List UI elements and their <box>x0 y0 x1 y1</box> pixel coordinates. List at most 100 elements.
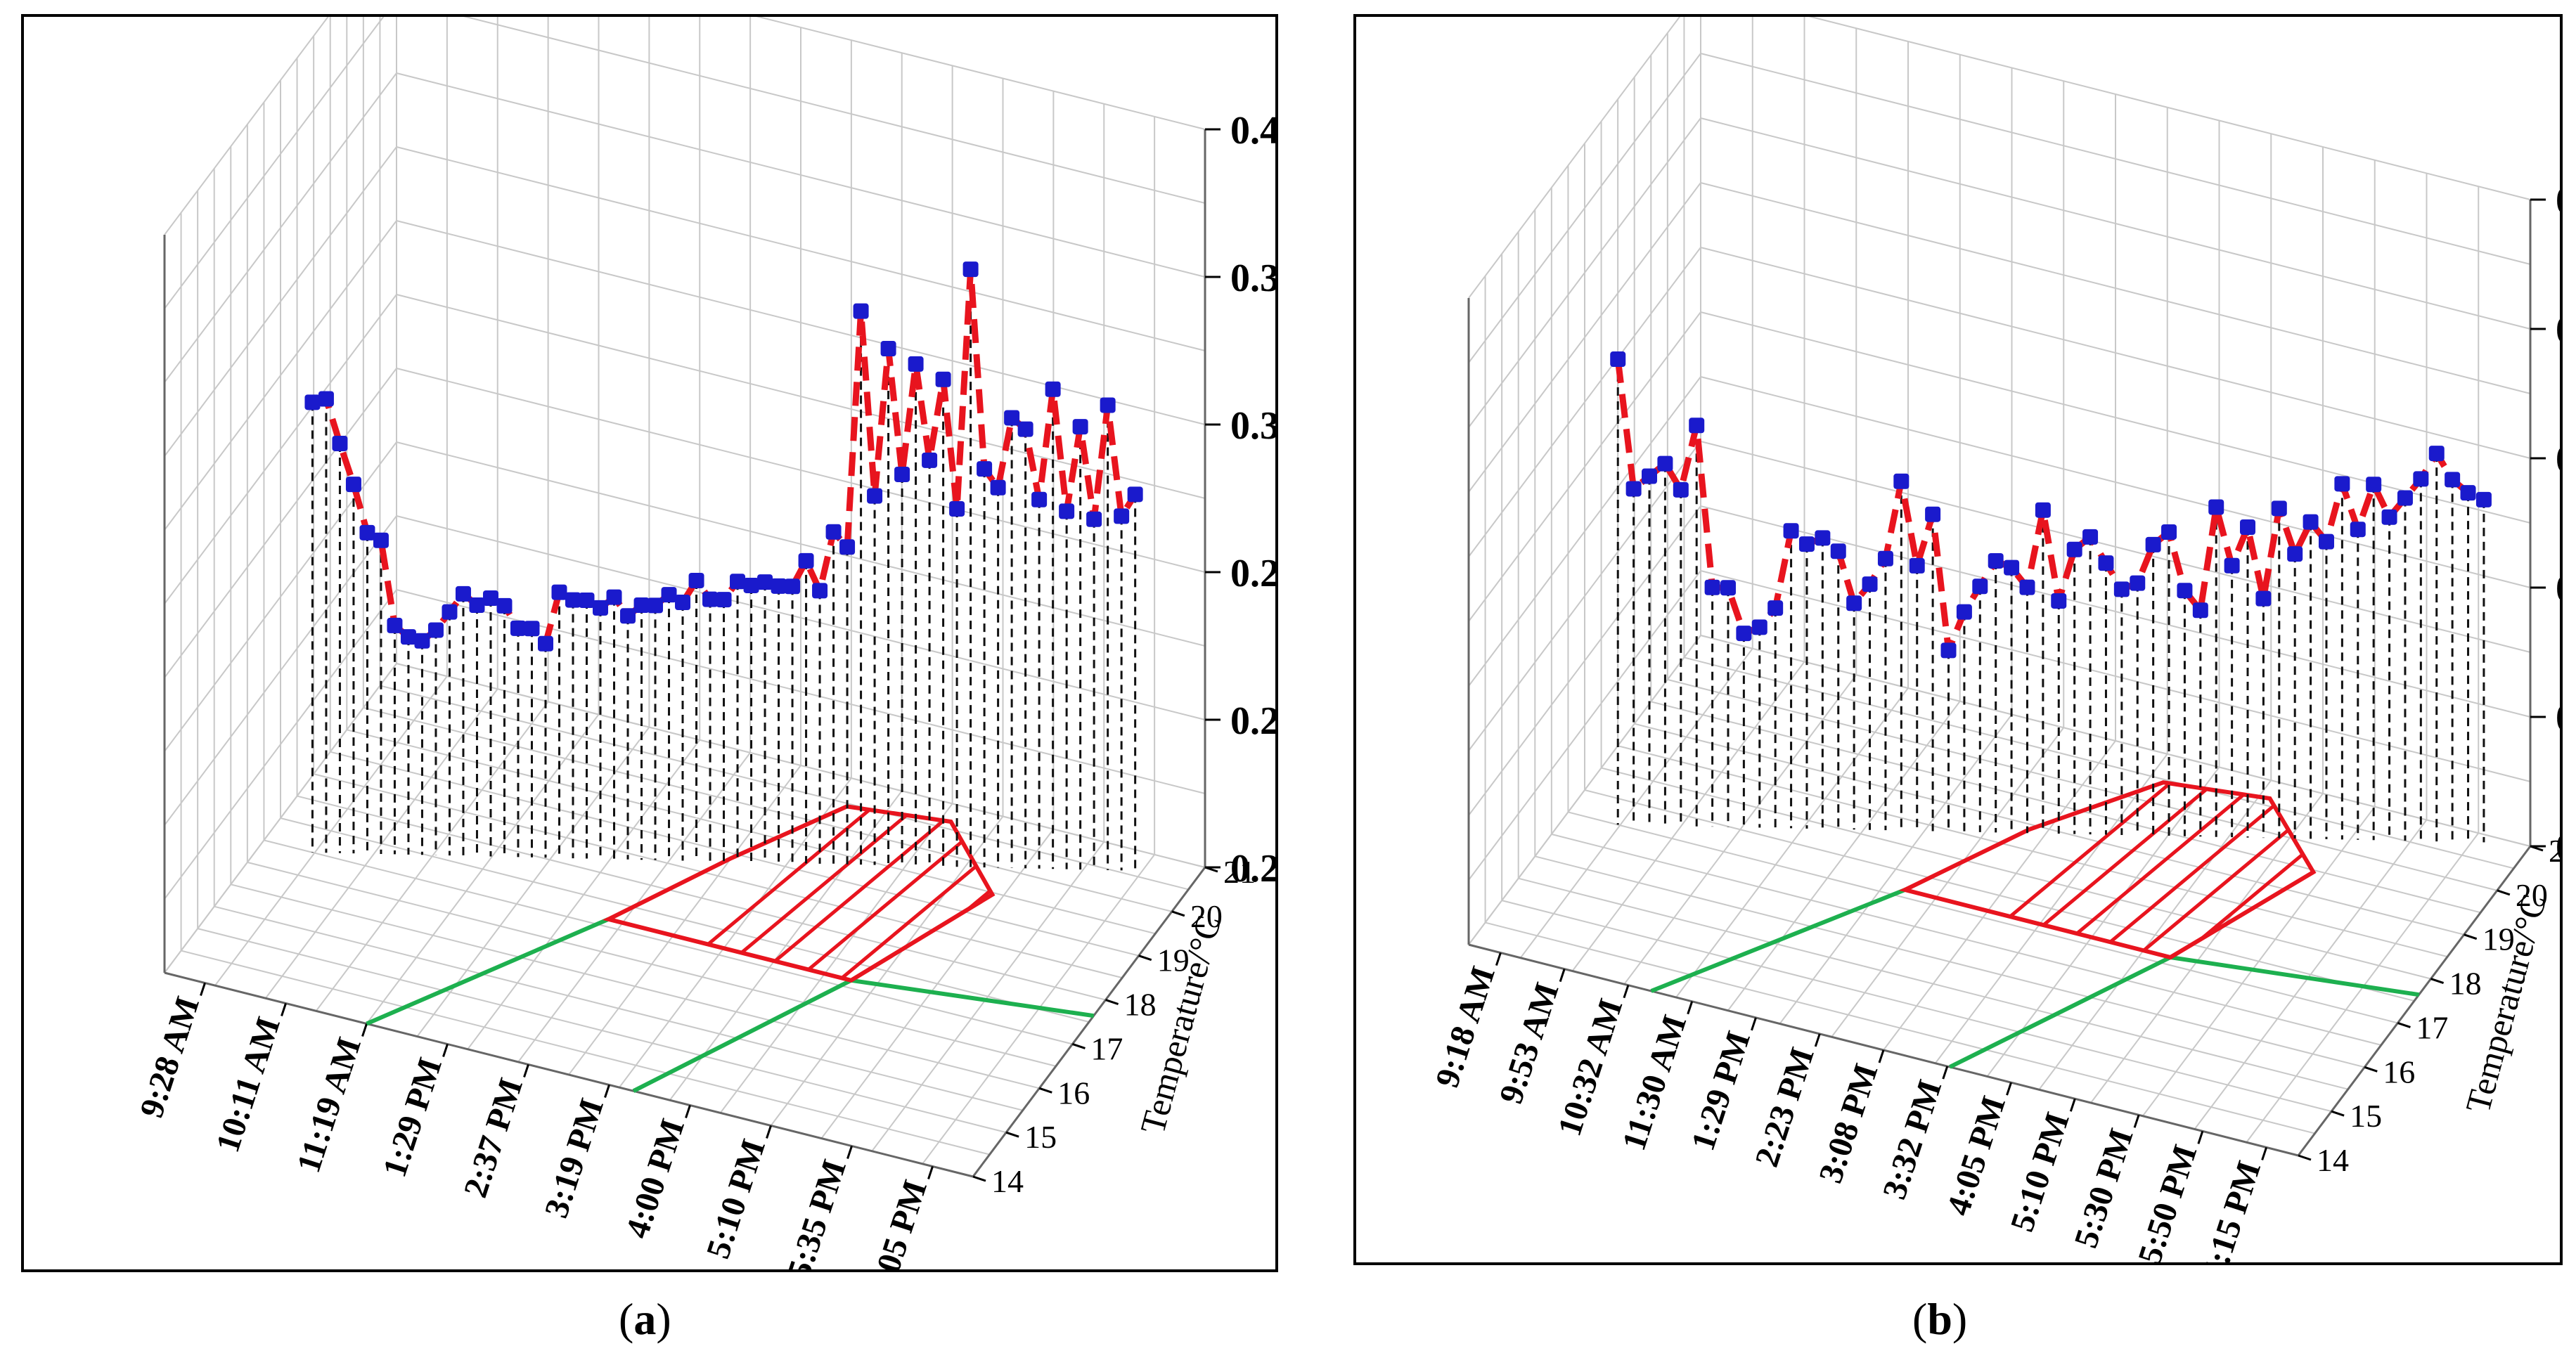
chart-a-data-point <box>880 341 896 357</box>
chart-a-data-point <box>400 629 416 645</box>
chart-a-data-point <box>414 633 430 649</box>
chart-b-z-tick-label: 0.36 <box>2556 438 2560 481</box>
chart-b-data-point <box>1736 626 1752 642</box>
chart-a-temp-tick-label: 21 <box>1223 854 1256 890</box>
chart-a-data-point <box>1072 419 1088 435</box>
chart-b-data-point <box>2350 522 2366 538</box>
chart-a-data-point <box>524 621 540 637</box>
chart-b-data-point <box>1815 530 1831 546</box>
chart-b-data-point <box>2113 581 2130 597</box>
chart-a-markers <box>304 261 1143 652</box>
chart-a-svg: 0.200.240.280.320.360.40Static friction … <box>133 17 1275 1269</box>
chart-a-temp-tick-label: 18 <box>1124 987 1157 1023</box>
chart-b-markers <box>1610 351 2492 659</box>
chart-a-data-point <box>551 584 567 600</box>
chart-b-temp-tick-label: 19 <box>2482 921 2515 957</box>
chart-b-highlight-region <box>1898 780 2317 960</box>
chart-a-data-point <box>798 552 814 569</box>
chart-b-data-point <box>2161 524 2177 540</box>
chart-b-data-point <box>1956 604 1972 620</box>
chart-b-data-point <box>1846 595 1862 611</box>
chart-a-data-point <box>1004 410 1020 426</box>
chart-b-data-point <box>2428 446 2445 462</box>
chart-a-data-point <box>1017 421 1033 437</box>
chart-a-data-point <box>606 589 622 605</box>
chart-a-z-tick-label: 0.32 <box>1230 404 1275 448</box>
chart-b-guide-line <box>1650 888 1906 993</box>
chart-b-data-point <box>2303 514 2319 530</box>
chart-b-z-tick-label: 0.40 <box>2556 179 2560 223</box>
chart-b-time-tick-label: 9:53 AM <box>1492 978 1566 1108</box>
chart-b-time-tick-label: 11:30 AM <box>1615 1011 1694 1155</box>
chart-b-data-point <box>1862 576 1878 593</box>
chart-a-data-point <box>579 593 595 608</box>
chart-b-temp-tick-label: 21 <box>2549 833 2560 869</box>
chart-a-data-point <box>1100 397 1116 413</box>
chart-a-droplines <box>311 269 1137 871</box>
chart-b-data-point <box>2098 555 2114 571</box>
chart-b-z-tick-label: 0.38 <box>2556 309 2560 352</box>
chart-a-temp-tick-label: 14 <box>991 1163 1024 1199</box>
chart-a-data-point <box>1127 486 1143 503</box>
chart-a-time-tick-label: 3:19 PM <box>538 1094 611 1222</box>
chart-a-data-point <box>304 394 321 410</box>
chart-b-guide-lines <box>1650 888 2420 1069</box>
chart-a-data-point <box>318 391 334 407</box>
chart-b-data-point <box>1798 536 1815 552</box>
chart-a-data-point <box>359 524 375 541</box>
chart-a-highlight-region <box>602 804 996 983</box>
chart-b-data-point <box>2334 476 2350 492</box>
chart-b-time-tick-label: 3:08 PM <box>1812 1059 1885 1187</box>
chart-a-data-point <box>839 539 856 555</box>
chart-a-data-point <box>469 597 485 614</box>
caption-a-letter: a <box>633 1294 657 1344</box>
chart-b-data-point <box>2255 590 2272 607</box>
chart-a-temp-tick-label: 16 <box>1057 1075 1090 1111</box>
chart-b-data-point <box>2004 559 2020 576</box>
chart-b-temp-tick-label: 18 <box>2449 966 2482 1002</box>
chart-a-data-point <box>1114 508 1130 524</box>
chart-b-data-point <box>2177 583 2193 599</box>
chart-b-data-point <box>2287 546 2303 562</box>
chart-a-z-tick-label: 0.24 <box>1230 699 1275 743</box>
chart-a-data-point <box>785 578 801 595</box>
chart-b-time-tick-label: 5:30 PM <box>2067 1124 2140 1252</box>
chart-a-time-tick-label: 4:00 PM <box>619 1115 692 1243</box>
chart-b-guide-line <box>1949 955 2172 1069</box>
chart-b-data-point <box>1988 552 2004 569</box>
chart-b-temp-tick-label: 14 <box>2317 1142 2349 1178</box>
chart-a-data-point <box>812 583 828 599</box>
chart-b-data-point <box>2130 575 2146 591</box>
chart-b-data-point <box>1657 455 1673 472</box>
chart-b-data-point <box>2445 472 2461 488</box>
chart-a-data-point <box>633 597 650 613</box>
chart-a-data-point <box>894 466 910 482</box>
chart-b-data-point <box>1940 642 1957 659</box>
chart-b-data-point <box>2366 477 2382 493</box>
chart-a-data-point <box>442 604 458 620</box>
chart-b-data-point <box>1925 506 1941 522</box>
chart-a-data-point <box>373 532 389 548</box>
chart-b-data-point <box>1909 557 1925 574</box>
chart-a-data-point <box>922 452 938 468</box>
chart-a-data-point <box>345 477 361 493</box>
chart-a-data-point <box>716 592 732 608</box>
chart-a-guide-lines <box>366 917 1095 1093</box>
chart-b-data-point <box>2318 533 2334 550</box>
chart-b-data-point <box>2192 602 2208 619</box>
chart-b-data-point <box>2240 519 2256 536</box>
chart-b-z-tick-label: 0.30 <box>2556 826 2560 869</box>
chart-b-data-point <box>2413 471 2429 487</box>
chart-a-data-point <box>661 587 677 603</box>
chart-a-data-point <box>867 488 883 504</box>
chart-b-data-point <box>2019 579 2035 595</box>
chart-b-time-tick-label: 4:05 PM <box>1940 1092 2013 1219</box>
chart-a-z-tick-label: 0.28 <box>1230 552 1275 595</box>
chart-a-data-point <box>1045 381 1061 397</box>
chart-a-guide-line <box>851 978 1095 1018</box>
chart-b-axes <box>1467 198 2546 1161</box>
chart-b-data-point <box>2460 485 2476 501</box>
chart-b-data-point <box>1783 523 1799 539</box>
chart-a-data-point <box>1031 491 1048 507</box>
chart-b-data-point <box>2397 490 2413 506</box>
